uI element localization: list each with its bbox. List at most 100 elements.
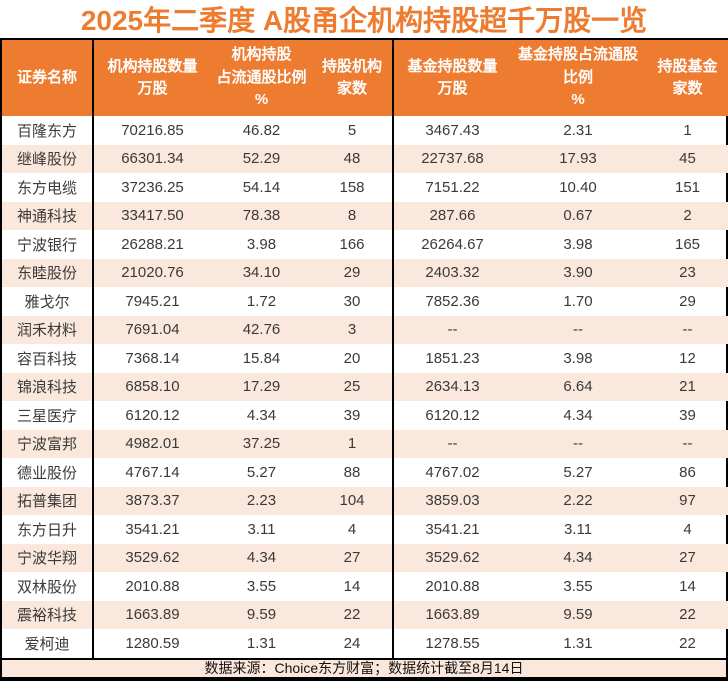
- column-header-fund-count: 持股基金 家数: [645, 40, 728, 116]
- value-cell: 165: [674, 235, 701, 253]
- value-cell: 27: [679, 549, 696, 567]
- security-name-cell: 神通科技: [2, 201, 94, 230]
- value-cell: 2010.88: [125, 577, 180, 595]
- table-row: 三星医疗 6120.12 4.34 39 6120.12 4.34 39: [2, 401, 728, 430]
- value-cell: 45: [679, 150, 696, 168]
- value-cell: 1.72: [246, 292, 277, 310]
- value-cell: 20: [312, 344, 394, 373]
- value-cell: 3.98: [563, 349, 593, 367]
- value-cell: 7691.04: [125, 321, 180, 339]
- table-row: 容百科技 7368.14 15.84 20 1851.23 3.98 12: [2, 344, 728, 373]
- value-cell: 3.55: [246, 577, 277, 595]
- table-row: 继峰股份 66301.34 52.29 48 22737.68 17.93 45: [2, 144, 728, 173]
- security-name-cell: 拓普集团: [2, 486, 94, 515]
- value-cell: 21020.76: [121, 264, 184, 282]
- value-cell: 1851.23: [425, 349, 480, 367]
- security-name-cell: 东方日升: [2, 515, 94, 544]
- value-cell: 5.27: [246, 463, 277, 481]
- page-title: 2025年二季度 A股甬企机构持股超千万股一览: [80, 5, 648, 36]
- value-cell: 21: [679, 378, 696, 396]
- value-cell: 14: [679, 577, 696, 595]
- value-cell: 4767.02: [425, 463, 480, 481]
- value-cell: 1280.59: [125, 634, 180, 652]
- value-cell: --: [682, 321, 693, 339]
- security-name-cell: 宁波银行: [2, 230, 94, 259]
- value-cell: 6.64: [563, 378, 593, 396]
- security-name-cell: 锦浪科技: [2, 372, 94, 401]
- security-name-cell: 震裕科技: [2, 600, 94, 629]
- value-cell: 46.82: [242, 121, 281, 139]
- value-cell: 37.25: [242, 435, 281, 453]
- value-cell: 30: [312, 287, 394, 316]
- table-row: 东方电缆 37236.25 54.14 158 7151.22 10.40 151: [2, 173, 728, 202]
- value-cell: 9.59: [246, 606, 277, 624]
- value-cell: 37236.25: [121, 178, 184, 196]
- value-cell: 1.31: [563, 634, 593, 652]
- value-cell: 26288.21: [121, 235, 184, 253]
- value-cell: 5: [312, 116, 394, 145]
- value-cell: 9.59: [563, 606, 593, 624]
- value-cell: 29: [312, 258, 394, 287]
- table-row: 宁波富邦 4982.01 37.25 1 -- -- --: [2, 429, 728, 458]
- table-header-row: 证券名称 机构持股数量 万股 机构持股 占流通股比例 % 持股机构 家数 基金持…: [2, 40, 728, 116]
- value-cell: 4767.14: [125, 463, 180, 481]
- value-cell: 158: [312, 173, 394, 202]
- value-cell: 7852.36: [425, 292, 480, 310]
- value-cell: 17.29: [242, 378, 281, 396]
- value-cell: 7151.22: [425, 178, 480, 196]
- value-cell: 54.14: [242, 178, 281, 196]
- value-cell: --: [573, 321, 583, 339]
- value-cell: 3467.43: [425, 121, 480, 139]
- security-name-cell: 百隆东方: [2, 116, 94, 145]
- value-cell: 22737.68: [421, 150, 484, 168]
- table-row: 宁波银行 26288.21 3.98 166 26264.67 3.98 165: [2, 230, 728, 259]
- value-cell: 24: [312, 629, 394, 658]
- value-cell: 52.29: [242, 150, 281, 168]
- column-header-fund-pct: 基金持股占流通股 比例 %: [511, 40, 645, 116]
- value-cell: --: [447, 321, 458, 339]
- value-cell: 4.34: [563, 406, 593, 424]
- security-name-cell: 德业股份: [2, 458, 94, 487]
- value-cell: 3541.21: [425, 520, 480, 538]
- security-name-cell: 雅戈尔: [2, 287, 94, 316]
- value-cell: 2.23: [246, 492, 277, 510]
- value-cell: 48: [312, 144, 394, 173]
- table-row: 震裕科技 1663.89 9.59 22 1663.89 9.59 22: [2, 600, 728, 629]
- value-cell: 1.70: [563, 292, 593, 310]
- value-cell: 166: [312, 230, 394, 259]
- value-cell: 4.34: [563, 549, 593, 567]
- value-cell: 1663.89: [125, 606, 180, 624]
- table-body: 百隆东方 70216.85 46.82 5 3467.43 2.31 1 继峰股份 66301.…: [2, 116, 728, 658]
- value-cell: 4: [683, 520, 692, 538]
- value-cell: 3859.03: [425, 492, 480, 510]
- security-name-cell: 三星医疗: [2, 401, 94, 430]
- value-cell: 22: [312, 600, 394, 629]
- value-cell: 0.67: [563, 207, 593, 225]
- holdings-table: 证券名称 机构持股数量 万股 机构持股 占流通股比例 % 持股机构 家数 基金持…: [2, 40, 728, 658]
- security-name-cell: 爱柯迪: [2, 629, 94, 658]
- value-cell: --: [573, 435, 583, 453]
- value-cell: 2403.32: [425, 264, 480, 282]
- table-row: 雅戈尔 7945.21 1.72 30 7852.36 1.70 29: [2, 287, 728, 316]
- value-cell: 22: [679, 606, 696, 624]
- value-cell: 8: [312, 201, 394, 230]
- value-cell: 3.11: [247, 520, 276, 538]
- value-cell: 33417.50: [121, 207, 184, 225]
- security-name-cell: 宁波富邦: [2, 429, 94, 458]
- value-cell: 34.10: [242, 264, 281, 282]
- value-cell: 1: [683, 121, 692, 139]
- column-header-security-name: 证券名称: [2, 40, 94, 116]
- security-name-cell: 容百科技: [2, 344, 94, 373]
- value-cell: 3.90: [563, 264, 593, 282]
- value-cell: 27: [312, 543, 394, 572]
- value-cell: 6120.12: [125, 406, 180, 424]
- value-cell: 6858.10: [125, 378, 180, 396]
- value-cell: --: [447, 435, 458, 453]
- value-cell: 2010.88: [425, 577, 480, 595]
- value-cell: 3873.37: [125, 492, 180, 510]
- value-cell: 97: [679, 492, 696, 510]
- table-row: 双林股份 2010.88 3.55 14 2010.88 3.55 14: [2, 572, 728, 601]
- value-cell: 3541.21: [125, 520, 180, 538]
- value-cell: 3529.62: [425, 549, 480, 567]
- value-cell: 5.27: [563, 463, 593, 481]
